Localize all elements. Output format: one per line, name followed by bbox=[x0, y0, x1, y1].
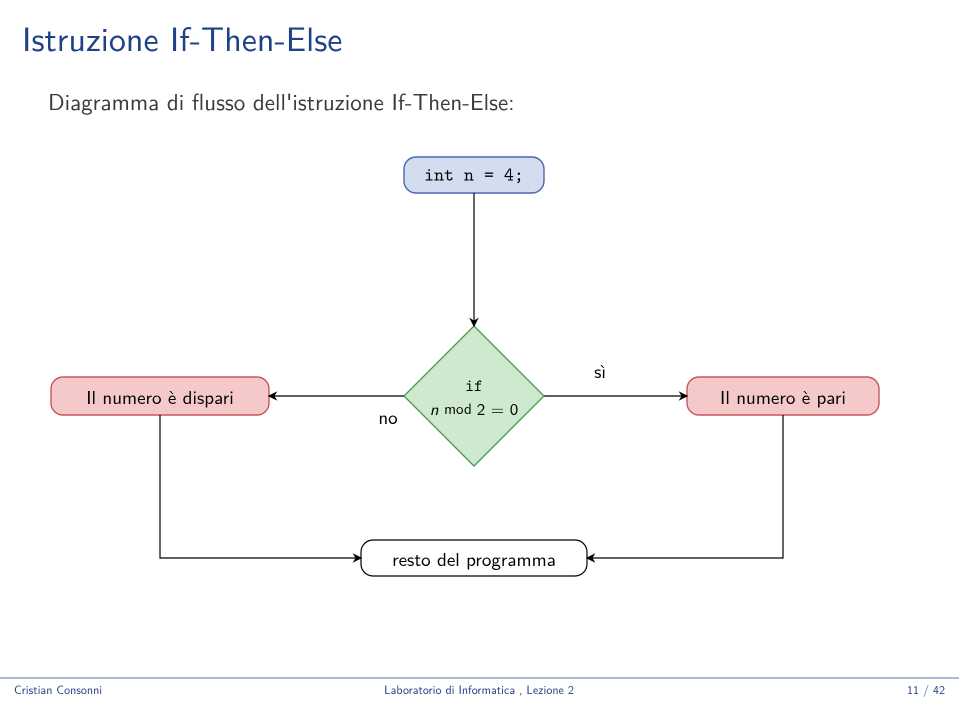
footer-center: Laboratorio di Informatica , Lezione 2 bbox=[384, 680, 574, 698]
flowchart-node-label: resto del programma bbox=[392, 544, 556, 572]
footer-right: 11 / 42 bbox=[907, 680, 945, 698]
flowchart-edge bbox=[587, 415, 783, 558]
page-subtitle: Diagramma di flusso dell'istruzione If-T… bbox=[48, 84, 515, 118]
page-title: Istruzione If-Then-Else bbox=[22, 12, 342, 62]
footer-left: Cristian Consonni bbox=[14, 680, 102, 698]
flowchart-node-label: int n = 4; bbox=[424, 163, 524, 188]
flowchart-node-label: Il numero è pari bbox=[720, 382, 846, 410]
flowchart-node-label: Il numero è dispari bbox=[86, 382, 234, 410]
flowchart-node-label: n mod 2 = 0 bbox=[430, 396, 519, 421]
flowchart-node-label: if bbox=[465, 375, 483, 397]
flowchart-edge-label: sì bbox=[594, 356, 606, 384]
flowchart-edge bbox=[160, 415, 361, 558]
flowchart-edge-label: no bbox=[378, 402, 397, 430]
